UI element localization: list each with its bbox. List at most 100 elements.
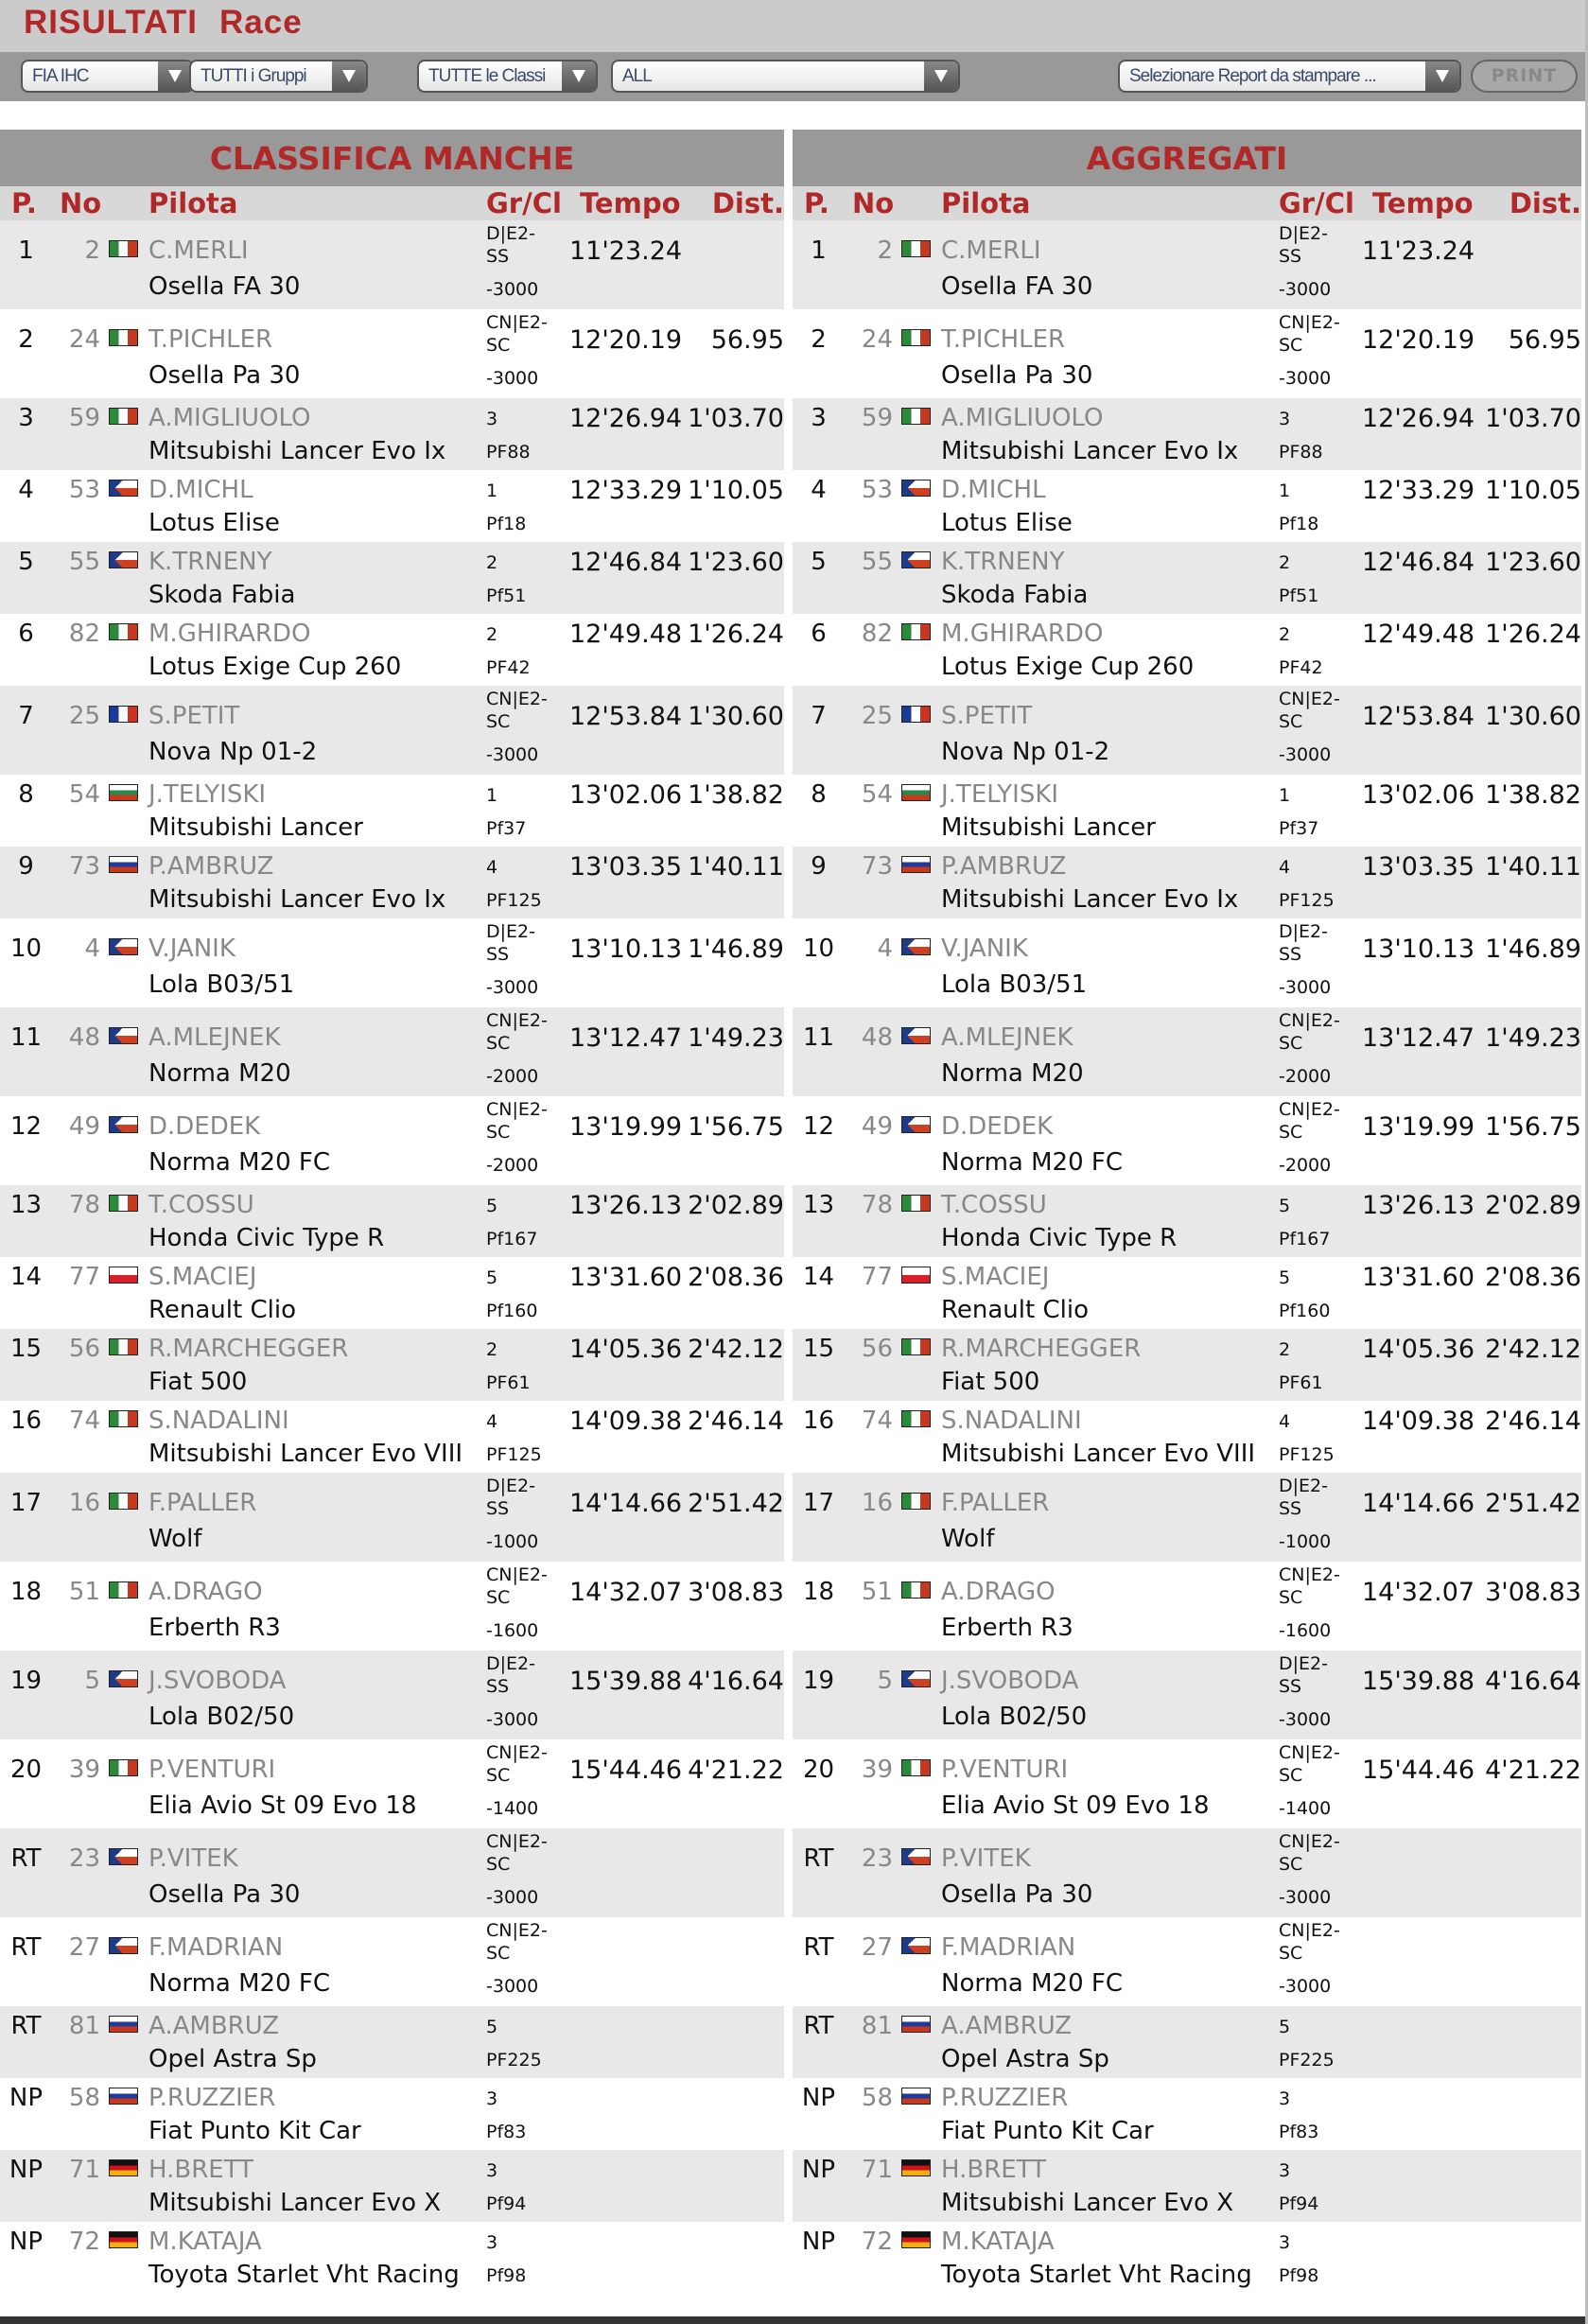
pilot-name[interactable]: A.MIGLIUOLO (941, 404, 1104, 432)
result-row[interactable]: NP 72 M.KATAJA Toyota Starlet Vht Racing… (793, 2222, 1581, 2294)
pilot-name[interactable]: S.NADALINI (148, 1407, 289, 1435)
result-row[interactable]: 6 82 M.GHIRARDO Lotus Exige Cup 260 2 PF… (0, 614, 784, 686)
pilot-name[interactable]: A.AMBRUZ (941, 2012, 1073, 2040)
result-row[interactable]: NP 71 H.BRETT Mitsubishi Lancer Evo X 3 … (793, 2150, 1581, 2222)
pilot-name[interactable]: H.BRETT (148, 2156, 253, 2184)
pilot-name[interactable]: V.JANIK (148, 935, 236, 963)
report-select[interactable]: Selezionare Report da stampare ... (1118, 60, 1461, 93)
col-time[interactable]: Tempo (1372, 187, 1474, 219)
result-row[interactable]: 11 48 A.MLEJNEK Norma M20 CN|E2-SC -2000… (0, 1007, 784, 1096)
pilot-name[interactable]: P.VENTURI (148, 1756, 276, 1784)
result-row[interactable]: 3 59 A.MIGLIUOLO Mitsubishi Lancer Evo I… (793, 398, 1581, 470)
pilot-name[interactable]: A.MLEJNEK (148, 1023, 281, 1052)
result-row[interactable]: 5 55 K.TRNENY Skoda Fabia 2 Pf51 12'46.8… (793, 542, 1581, 614)
result-row[interactable]: 14 77 S.MACIEJ Renault Clio 5 Pf160 13'3… (0, 1257, 784, 1329)
result-row[interactable]: NP 58 P.RUZZIER Fiat Punto Kit Car 3 Pf8… (793, 2078, 1581, 2150)
col-grcl[interactable]: Gr/Cl (486, 187, 562, 219)
result-row[interactable]: 20 39 P.VENTURI Elia Avio St 09 Evo 18 C… (0, 1739, 784, 1828)
pilot-name[interactable]: P.RUZZIER (941, 2084, 1069, 2112)
result-row[interactable]: 7 25 S.PETIT Nova Np 01-2 CN|E2-SC -3000… (0, 686, 784, 775)
pilot-name[interactable]: F.PALLER (941, 1489, 1050, 1517)
filter-select[interactable]: ALL (611, 60, 960, 93)
result-row[interactable]: 15 56 R.MARCHEGGER Fiat 500 2 PF61 14'05… (793, 1329, 1581, 1401)
pilot-name[interactable]: R.MARCHEGGER (148, 1335, 349, 1363)
pilot-name[interactable]: P.AMBRUZ (148, 852, 274, 881)
pilot-name[interactable]: J.SVOBODA (941, 1667, 1079, 1695)
pilot-name[interactable]: S.PETIT (148, 702, 240, 730)
pilot-name[interactable]: M.GHIRARDO (941, 620, 1104, 648)
result-row[interactable]: RT 23 P.VITEK Osella Pa 30 CN|E2-SC -300… (0, 1828, 784, 1917)
col-pos[interactable]: P. (11, 187, 37, 219)
result-row[interactable]: RT 23 P.VITEK Osella Pa 30 CN|E2-SC -300… (793, 1828, 1581, 1917)
pilot-name[interactable]: C.MERLI (941, 236, 1041, 265)
result-row[interactable]: 4 53 D.MICHL Lotus Elise 1 Pf18 12'33.29… (793, 470, 1581, 542)
result-row[interactable]: 18 51 A.DRAGO Erberth R3 CN|E2-SC -1600 … (793, 1562, 1581, 1651)
pilot-name[interactable]: A.MLEJNEK (941, 1023, 1073, 1052)
pilot-name[interactable]: V.JANIK (941, 935, 1028, 963)
col-no[interactable]: No (60, 187, 102, 219)
result-row[interactable]: 8 54 J.TELYISKI Mitsubishi Lancer 1 Pf37… (793, 775, 1581, 847)
result-row[interactable]: 7 25 S.PETIT Nova Np 01-2 CN|E2-SC -3000… (793, 686, 1581, 775)
result-row[interactable]: RT 81 A.AMBRUZ Opel Astra Sp 5 PF225 (793, 2006, 1581, 2078)
pilot-name[interactable]: J.TELYISKI (148, 780, 267, 809)
pilot-name[interactable]: A.DRAGO (148, 1578, 263, 1606)
result-row[interactable]: 10 4 V.JANIK Lola B03/51 D|E2-SS -3000 1… (793, 918, 1581, 1007)
pilot-name[interactable]: P.VITEK (148, 1844, 238, 1873)
result-row[interactable]: NP 72 M.KATAJA Toyota Starlet Vht Racing… (0, 2222, 784, 2294)
result-row[interactable]: 9 73 P.AMBRUZ Mitsubishi Lancer Evo Ix 4… (0, 847, 784, 918)
pilot-name[interactable]: T.PICHLER (941, 325, 1066, 354)
pilot-name[interactable]: D.DEDEK (941, 1112, 1054, 1141)
pilot-name[interactable]: C.MERLI (148, 236, 249, 265)
result-row[interactable]: 17 16 F.PALLER Wolf D|E2-SS -1000 14'14.… (793, 1473, 1581, 1562)
pilot-name[interactable]: H.BRETT (941, 2156, 1046, 2184)
pilot-name[interactable]: R.MARCHEGGER (941, 1335, 1142, 1363)
pilot-name[interactable]: P.RUZZIER (148, 2084, 276, 2112)
championship-select[interactable]: FIA IHC (21, 60, 194, 93)
pilot-name[interactable]: D.DEDEK (148, 1112, 261, 1141)
result-row[interactable]: 12 49 D.DEDEK Norma M20 FC CN|E2-SC -200… (0, 1096, 784, 1185)
pilot-name[interactable]: T.COSSU (148, 1191, 254, 1219)
result-row[interactable]: 15 56 R.MARCHEGGER Fiat 500 2 PF61 14'05… (0, 1329, 784, 1401)
result-row[interactable]: 20 39 P.VENTURI Elia Avio St 09 Evo 18 C… (793, 1739, 1581, 1828)
pilot-name[interactable]: P.VITEK (941, 1844, 1031, 1873)
result-row[interactable]: 1 2 C.MERLI Osella FA 30 D|E2-SS -3000 1… (793, 220, 1581, 309)
result-row[interactable]: 2 24 T.PICHLER Osella Pa 30 CN|E2-SC -30… (0, 309, 784, 398)
pilot-name[interactable]: T.PICHLER (148, 325, 273, 354)
result-row[interactable]: 13 78 T.COSSU Honda Civic Type R 5 Pf167… (793, 1185, 1581, 1257)
pilot-name[interactable]: J.SVOBODA (148, 1667, 287, 1695)
result-row[interactable]: NP 71 H.BRETT Mitsubishi Lancer Evo X 3 … (0, 2150, 784, 2222)
result-row[interactable]: RT 27 F.MADRIAN Norma M20 FC CN|E2-SC -3… (0, 1917, 784, 2006)
scrollbar[interactable] (1585, 0, 1588, 2324)
pilot-name[interactable]: A.DRAGO (941, 1578, 1056, 1606)
pilot-name[interactable]: K.TRNENY (148, 548, 272, 576)
result-row[interactable]: 9 73 P.AMBRUZ Mitsubishi Lancer Evo Ix 4… (793, 847, 1581, 918)
result-row[interactable]: 8 54 J.TELYISKI Mitsubishi Lancer 1 Pf37… (0, 775, 784, 847)
col-dist[interactable]: Dist. (1509, 187, 1581, 219)
result-row[interactable]: RT 81 A.AMBRUZ Opel Astra Sp 5 PF225 (0, 2006, 784, 2078)
result-row[interactable]: 13 78 T.COSSU Honda Civic Type R 5 Pf167… (0, 1185, 784, 1257)
result-row[interactable]: 6 82 M.GHIRARDO Lotus Exige Cup 260 2 PF… (793, 614, 1581, 686)
pilot-name[interactable]: M.KATAJA (941, 2228, 1055, 2256)
pilot-name[interactable]: M.GHIRARDO (148, 620, 311, 648)
result-row[interactable]: 1 2 C.MERLI Osella FA 30 D|E2-SS -3000 1… (0, 220, 784, 309)
result-row[interactable]: 18 51 A.DRAGO Erberth R3 CN|E2-SC -1600 … (0, 1562, 784, 1651)
pilot-name[interactable]: S.MACIEJ (941, 1263, 1050, 1291)
pilot-name[interactable]: S.MACIEJ (148, 1263, 257, 1291)
col-pos[interactable]: P. (804, 187, 829, 219)
col-dist[interactable]: Dist. (711, 187, 784, 219)
result-row[interactable]: 17 16 F.PALLER Wolf D|E2-SS -1000 14'14.… (0, 1473, 784, 1562)
pilot-name[interactable]: D.MICHL (148, 476, 253, 504)
result-row[interactable]: 2 24 T.PICHLER Osella Pa 30 CN|E2-SC -30… (793, 309, 1581, 398)
result-row[interactable]: 4 53 D.MICHL Lotus Elise 1 Pf18 12'33.29… (0, 470, 784, 542)
pilot-name[interactable]: F.MADRIAN (941, 1933, 1076, 1962)
result-row[interactable]: 16 74 S.NADALINI Mitsubishi Lancer Evo V… (793, 1401, 1581, 1473)
result-row[interactable]: 11 48 A.MLEJNEK Norma M20 CN|E2-SC -2000… (793, 1007, 1581, 1096)
result-row[interactable]: 14 77 S.MACIEJ Renault Clio 5 Pf160 13'3… (793, 1257, 1581, 1329)
result-row[interactable]: NP 58 P.RUZZIER Fiat Punto Kit Car 3 Pf8… (0, 2078, 784, 2150)
result-row[interactable]: 3 59 A.MIGLIUOLO Mitsubishi Lancer Evo I… (0, 398, 784, 470)
pilot-name[interactable]: S.NADALINI (941, 1407, 1082, 1435)
result-row[interactable]: 19 5 J.SVOBODA Lola B02/50 D|E2-SS -3000… (793, 1651, 1581, 1739)
pilot-name[interactable]: S.PETIT (941, 702, 1033, 730)
result-row[interactable]: 19 5 J.SVOBODA Lola B02/50 D|E2-SS -3000… (0, 1651, 784, 1739)
result-row[interactable]: 12 49 D.DEDEK Norma M20 FC CN|E2-SC -200… (793, 1096, 1581, 1185)
